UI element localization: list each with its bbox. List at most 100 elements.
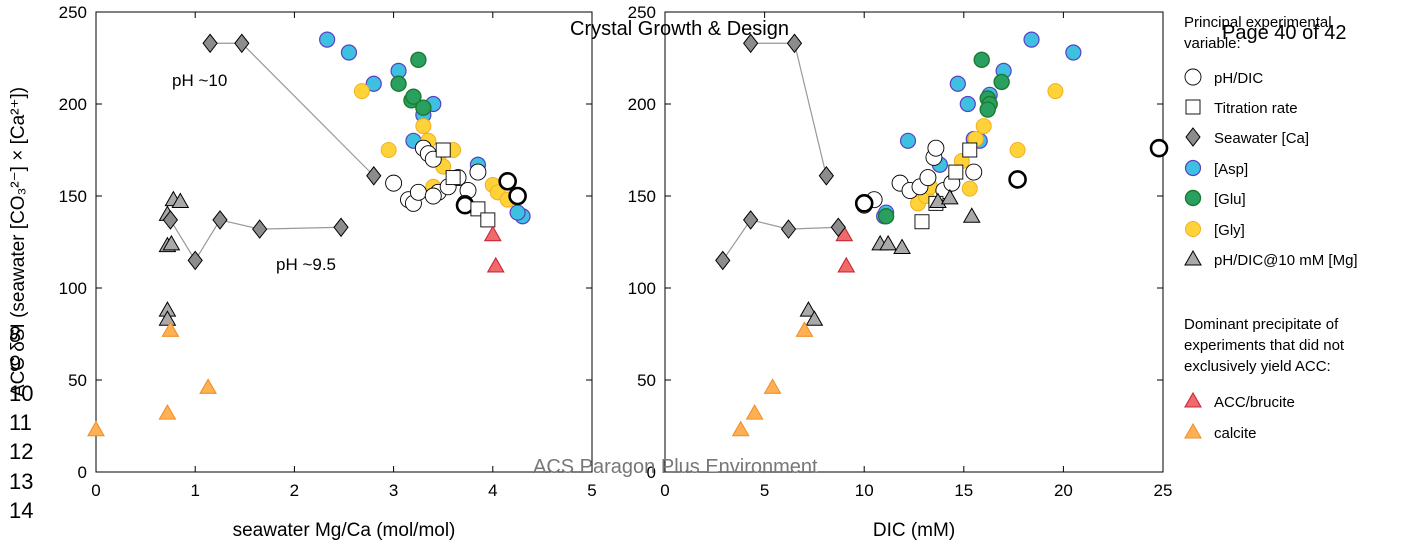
asp-point	[319, 31, 336, 48]
mg-point	[805, 310, 824, 326]
x-tick-label: 1	[190, 481, 199, 500]
seawater-point	[830, 217, 846, 238]
seawater-point	[162, 210, 179, 230]
legend-marker-asp	[1184, 159, 1202, 177]
y-tick-label: 150	[628, 187, 656, 206]
mg-point	[962, 207, 981, 223]
axes-box	[95, 11, 593, 473]
annotation-ph-9-5: pH ~9.5	[276, 255, 336, 274]
seawater-point	[234, 33, 250, 54]
x-axis-label: seawater Mg/Ca (mol/mol)	[233, 520, 456, 541]
legend-label-brucite: ACC/brucite	[1214, 394, 1295, 411]
brucite-point	[483, 225, 502, 242]
glu-point	[973, 51, 990, 69]
legend-label-calcite: calcite	[1214, 425, 1257, 442]
mg-point	[799, 301, 818, 317]
calcite-point	[161, 321, 180, 337]
phdic-point	[469, 163, 487, 181]
legend-label-mg: pH/DIC@10 mM [Mg]	[1214, 252, 1358, 269]
phdic-point-bold	[1008, 170, 1027, 189]
line-number: 14	[9, 498, 34, 523]
phdic-point	[385, 174, 403, 192]
glu-point	[979, 101, 996, 118]
y-tick-label: 50	[637, 371, 656, 390]
gly-point	[380, 142, 397, 158]
legend-item-brucite: ACC/brucite	[1184, 391, 1295, 411]
seawater-point	[743, 33, 759, 54]
seawater-point	[187, 250, 203, 271]
y-tick-label: 100	[59, 279, 87, 298]
glu-point	[993, 73, 1010, 91]
legend-marker-gly	[1185, 221, 1201, 237]
y-tick-label: 150	[59, 187, 87, 206]
titration-point	[480, 212, 496, 228]
calcite-point	[745, 404, 764, 420]
legend-marker-mg	[1184, 249, 1202, 266]
phdic-point-bold	[854, 194, 874, 213]
footer-text: ACS Paragon Plus Environment	[533, 456, 818, 478]
brucite-point	[486, 256, 505, 273]
line-number: 12	[9, 439, 34, 464]
x-tick-label: 25	[1154, 481, 1173, 500]
legend-marker-calcite	[1184, 422, 1202, 439]
x-tick-label: 2	[290, 481, 299, 500]
seawater-point	[366, 165, 382, 186]
legend-item-gly: [Gly]	[1185, 221, 1245, 239]
line-number: 10	[9, 381, 34, 406]
annotation-ph-10: pH ~10	[172, 71, 227, 90]
titration-point	[962, 142, 978, 158]
y-tick-label: 50	[68, 371, 87, 390]
calcite-point	[87, 420, 105, 437]
y-tick-label: 250	[628, 3, 656, 22]
series-connector	[210, 42, 375, 177]
seawater-point	[715, 250, 731, 271]
x-tick-label: 5	[760, 481, 769, 500]
legend-label-titration: Titration rate	[1214, 100, 1298, 117]
line-number: 13	[9, 469, 34, 494]
y-axis-label: ACC δSI (seawater [CO₃²⁻] × [Ca²⁺])	[8, 87, 29, 397]
asp-point	[949, 75, 966, 92]
x-axis-label: DIC (mM)	[873, 520, 955, 541]
phdic-point-bold	[1149, 138, 1169, 158]
mg-point	[158, 310, 177, 326]
gly-point	[1009, 142, 1026, 158]
mg-point	[162, 234, 181, 251]
phdic-point-bold	[498, 171, 517, 191]
y-tick-label: 0	[78, 463, 87, 482]
legend-marker-brucite	[1184, 391, 1202, 408]
glu-point	[410, 51, 427, 69]
asp-point	[899, 132, 917, 149]
x-tick-label: 0	[91, 481, 100, 500]
legend-title-1b: variable:	[1184, 35, 1241, 52]
line-number: 8	[9, 322, 22, 347]
series-connector	[722, 219, 839, 261]
legend-title-1a: Principal experimental	[1184, 14, 1332, 31]
phdic-point	[927, 139, 945, 157]
phdic-point	[424, 187, 442, 205]
legend-item-seawater: Seawater [Ca]	[1185, 127, 1309, 147]
phdic-point	[409, 183, 427, 201]
calcite-point	[763, 378, 782, 394]
y-tick-label: 100	[628, 279, 656, 298]
legend: Principal experimental variable: pH/DIC Tit…	[1184, 14, 1358, 442]
gly-point	[415, 118, 432, 135]
seawater-point	[786, 33, 803, 54]
y-tick-label: 200	[59, 95, 87, 114]
phdic-point-bold	[508, 186, 527, 206]
asp-point	[959, 95, 976, 113]
titration-point	[914, 214, 930, 230]
asp-point	[1023, 31, 1040, 48]
mg-point	[879, 234, 897, 251]
glu-point	[390, 75, 407, 92]
mg-point	[893, 238, 911, 255]
glu-point	[877, 208, 895, 225]
titration-point	[435, 142, 451, 158]
seawater-point	[780, 219, 797, 239]
line-number: 11	[9, 410, 32, 435]
calcite-point	[795, 321, 814, 337]
legend-label-asp: [Asp]	[1214, 161, 1248, 178]
legend-item-asp: [Asp]	[1184, 159, 1248, 178]
